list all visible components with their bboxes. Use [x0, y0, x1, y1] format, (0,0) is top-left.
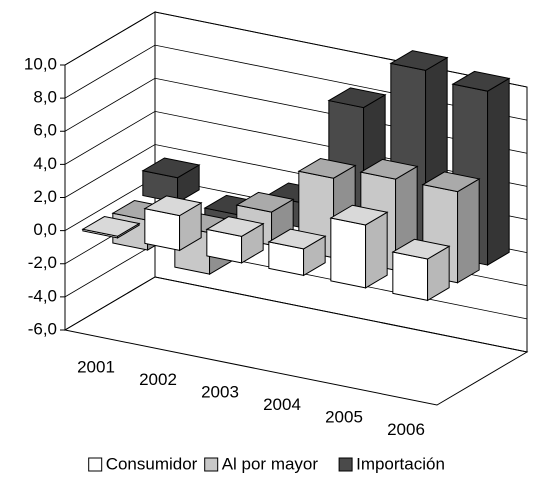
x-tick-label: 2005 [325, 408, 363, 427]
bar-top [421, 171, 481, 193]
y-tick-label: -2,0 [28, 253, 57, 272]
bar [329, 204, 389, 289]
bar-top [297, 157, 357, 179]
bar-top [267, 228, 327, 250]
y-tick-label: -6,0 [28, 319, 57, 338]
bar [205, 216, 265, 264]
bar-top [327, 87, 387, 109]
legend-label: Importación [356, 454, 445, 473]
grid-line [64, 276, 528, 353]
bar [391, 238, 451, 302]
bar-top [329, 204, 389, 226]
y-tick-label: 6,0 [33, 121, 57, 140]
bar-top [391, 238, 451, 260]
y-tick-label: 0,0 [33, 220, 57, 239]
bar [81, 215, 141, 239]
x-tick-label: 2004 [263, 395, 301, 414]
x-tick-label: 2001 [77, 358, 115, 377]
legend-label: Al por mayor [222, 454, 319, 473]
x-tick-label: 2002 [139, 370, 177, 389]
bar-top [451, 70, 511, 92]
bar [143, 195, 203, 252]
x-tick-label: 2003 [201, 383, 239, 402]
bar-top [141, 157, 201, 179]
bar-top [235, 191, 295, 213]
y-tick-label: 10,0 [24, 54, 57, 73]
y-tick-label: 2,0 [33, 187, 57, 206]
y-tick-label: -4,0 [28, 286, 57, 305]
x-tick-label: 2006 [387, 420, 425, 439]
y-tick-label: 4,0 [33, 154, 57, 173]
bar-front [330, 217, 367, 289]
legend-swatch [88, 457, 103, 472]
bar-front [392, 251, 429, 302]
legend-swatch [204, 457, 219, 472]
bar-top [389, 50, 449, 71]
bar-top [143, 195, 203, 217]
bar-top [205, 216, 265, 237]
y-tick-label: 8,0 [33, 88, 57, 107]
legend-label: Consumidor [106, 454, 198, 473]
bar-side [487, 77, 510, 266]
bar [141, 157, 201, 204]
bar [267, 228, 327, 277]
legend-swatch [338, 457, 353, 472]
bar-side [457, 178, 480, 284]
bar-top [359, 158, 419, 180]
bar-top [81, 215, 141, 237]
